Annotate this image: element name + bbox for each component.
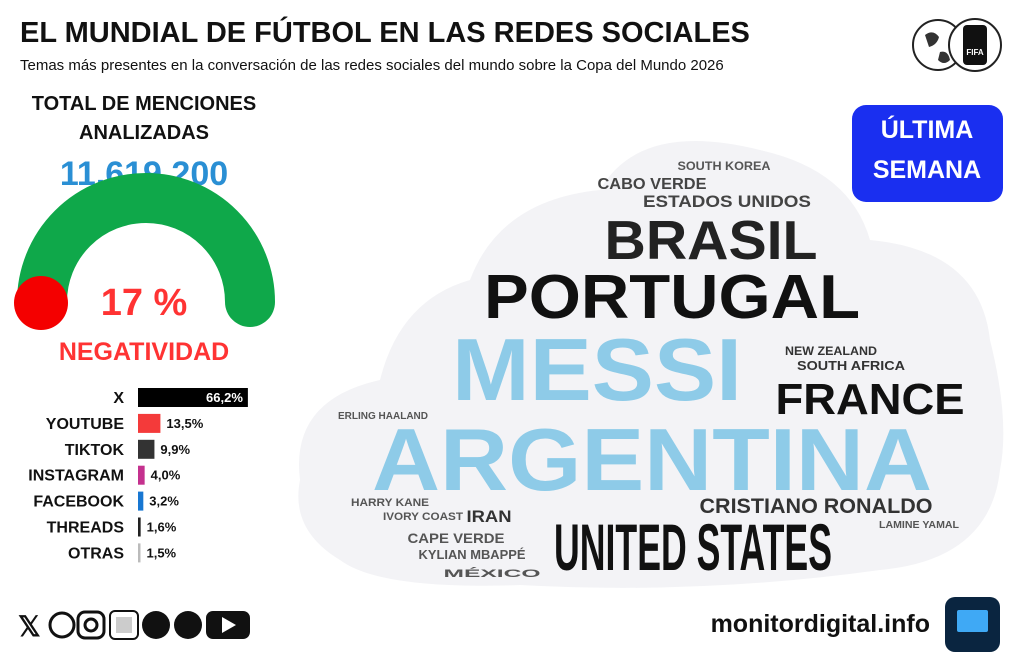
cloud-word: SOUTH KOREA — [678, 159, 771, 173]
cloud-shape — [298, 141, 1004, 588]
cloud-word: CABO VERDE — [598, 176, 707, 193]
logo: FIFA — [912, 18, 1002, 72]
value-label: 1,6% — [147, 520, 177, 535]
subtitle: Temas más presentes en la conversación d… — [20, 57, 724, 74]
cloud-word: ERLING HAALAND — [338, 411, 428, 422]
cloud-word: UNITED STATES — [554, 510, 832, 584]
badge-line: SEMANA — [873, 156, 981, 184]
logo-text: FIFA — [966, 48, 984, 57]
value-label: 1,5% — [146, 545, 176, 560]
cloud-word: LAMINE YAMAL — [879, 520, 959, 531]
gauge-indicator — [14, 276, 68, 330]
platform-bars: X 66,2% YOUTUBE 13,5% TIKTOK 9,9% INSTAGRAM 4,0… — [28, 388, 248, 563]
site: monitordigital.info — [711, 610, 930, 638]
cloud-word: MÉXICO — [444, 567, 542, 580]
cloud-word: NEW ZEALAND — [785, 344, 877, 358]
cloud-word: MESSI — [452, 320, 742, 419]
value-label: 66,2% — [206, 390, 243, 405]
cloud-word: CAPE VERDE — [408, 530, 505, 546]
total-label-line: ANALIZADAS — [79, 122, 209, 144]
category-label: TIKTOK — [65, 442, 125, 459]
cloud-word: HARRY KANE — [351, 497, 429, 509]
bar — [138, 543, 141, 563]
cloud-word: IRAN — [467, 507, 512, 526]
badge — [852, 105, 1003, 202]
category-label: OTRAS — [68, 545, 124, 562]
bar — [138, 413, 161, 433]
category-label: YOUTUBE — [46, 416, 125, 433]
value-label: 13,5% — [166, 416, 203, 431]
cloud-word: KYLIAN MBAPPÉ — [419, 547, 526, 562]
cloud-word: FRANCE — [776, 375, 965, 424]
category-label: INSTAGRAM — [28, 468, 124, 485]
bar — [138, 465, 145, 485]
badge-line: ÚLTIMA — [881, 114, 974, 144]
cloud-word: ESTADOS UNIDOS — [643, 192, 811, 211]
cloud-word: IVORY COAST — [383, 511, 463, 523]
value-label: 4,0% — [151, 468, 181, 483]
cloud-word: ARGENTINA — [372, 410, 932, 509]
total-label-line: TOTAL DE MENCIONES — [32, 93, 256, 115]
social-icons: 𝕏 — [18, 610, 250, 642]
bar — [138, 491, 144, 511]
bar — [138, 517, 141, 537]
category-label: THREADS — [47, 520, 125, 537]
value-label: 3,2% — [149, 494, 179, 509]
cloud-word: CRISTIANO RONALDO — [700, 495, 933, 518]
icon-x: 𝕏 — [18, 611, 41, 642]
cloud-word: BRASIL — [605, 209, 818, 271]
gauge-value: 17 % — [101, 282, 188, 324]
cloud-word: SOUTH AFRICA — [797, 358, 906, 373]
badge-text: ÚLTIMA SEMANA — [873, 114, 981, 184]
bar — [138, 388, 248, 407]
bar — [138, 439, 155, 459]
value-label: 9,9% — [160, 442, 190, 457]
gauge-arc — [17, 173, 275, 327]
category-label: X — [113, 390, 124, 407]
title: EL MUNDIAL DE FÚTBOL EN LAS REDES SOCIAL… — [20, 15, 750, 49]
cloud-word: PORTUGAL — [484, 263, 860, 332]
gauge-label: NEGATIVIDAD — [59, 338, 229, 366]
category-label: FACEBOOK — [33, 494, 124, 511]
total-label: TOTAL DE MENCIONES ANALIZADAS — [32, 93, 256, 144]
